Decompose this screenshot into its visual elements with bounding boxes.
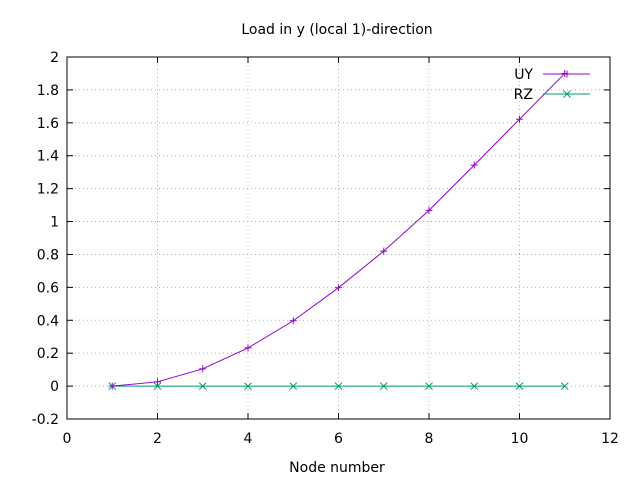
data-point-uy (516, 115, 523, 123)
data-point-rz-d2 (560, 382, 569, 390)
y-tick-label: 1.6 (37, 116, 59, 132)
y-tick-label: -0.2 (32, 412, 59, 428)
x-tick-label: 8 (425, 431, 434, 447)
data-point-rz (515, 382, 524, 390)
y-tick-label: 1.2 (37, 182, 59, 198)
x-tick-label: 12 (601, 431, 619, 447)
y-tick-label: 0.6 (37, 280, 59, 296)
x-tick-label: 0 (63, 431, 72, 447)
y-tick-label: 0.8 (37, 247, 59, 263)
data-point-rz (289, 382, 298, 390)
legend-label-rz: RZ (514, 87, 533, 103)
data-point-uy (335, 284, 342, 292)
data-point-uy (199, 365, 207, 373)
series-layer (108, 69, 569, 390)
legend-marker-rz-d2 (563, 90, 571, 98)
legend-marker-uy (563, 70, 571, 78)
x-tick-label: 10 (511, 431, 529, 447)
y-tick-label: 1 (50, 215, 59, 231)
data-point-uy (244, 344, 252, 352)
data-point-rz (334, 382, 343, 390)
data-point-rz (470, 382, 479, 390)
data-point-uy (108, 382, 116, 390)
data-point-rz-d2 (244, 382, 252, 390)
y-tick-label: 1.4 (37, 149, 59, 165)
data-point-uy (470, 161, 478, 169)
data-point-rz-d2 (515, 382, 524, 390)
y-tick-label: 2 (50, 50, 59, 66)
data-point-rz-d2 (425, 382, 433, 390)
x-tick-label: 6 (334, 431, 343, 447)
data-point-uy (154, 378, 161, 386)
y-tick-label: 0 (50, 379, 59, 395)
y-tick-label: 0.4 (37, 313, 59, 329)
grid (67, 57, 610, 419)
data-point-rz-d2 (289, 382, 298, 390)
y-tick-label: 1.8 (37, 83, 59, 99)
data-point-rz-d2 (470, 382, 479, 390)
data-point-rz (379, 382, 388, 390)
data-point-rz (425, 382, 433, 390)
y-tick-label: 0.2 (37, 346, 59, 362)
data-point-rz-d2 (379, 382, 388, 390)
data-point-uy (380, 247, 388, 255)
x-axis-label: Node number (289, 460, 385, 476)
legend-marker-rz (563, 90, 571, 98)
data-point-rz-d2 (153, 382, 162, 390)
legend: UY RZ (514, 67, 590, 103)
data-point-rz-d2 (198, 382, 207, 390)
legend-label-uy: UY (514, 67, 533, 83)
x-tick-label: 4 (244, 431, 253, 447)
data-point-rz-d2 (334, 382, 343, 390)
x-tick-label: 2 (153, 431, 162, 447)
chart-title: Load in y (local 1)-direction (241, 22, 432, 38)
axes: 0 2 4 6 8 10 12-0.200.20.40.60.811.21.41.61.82 (32, 50, 619, 447)
data-point-uy (289, 317, 297, 325)
data-point-rz (560, 382, 569, 390)
data-point-rz (244, 382, 252, 390)
data-point-rz (198, 382, 207, 390)
data-point-rz (153, 382, 162, 390)
data-point-uy (425, 206, 433, 214)
